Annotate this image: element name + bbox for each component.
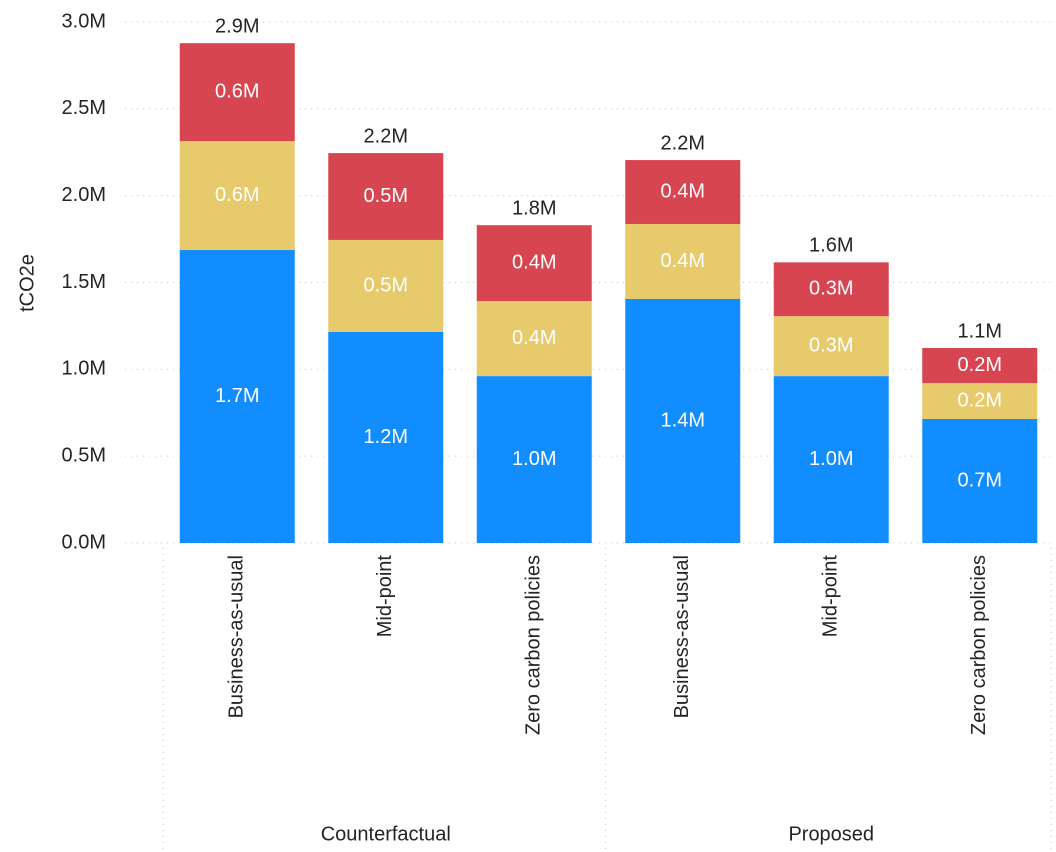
value-label: 0.6M	[215, 184, 259, 206]
value-label: 1.0M	[809, 448, 853, 470]
x-tick-label: Business-as-usual	[671, 555, 693, 718]
value-label: 0.4M	[512, 251, 556, 273]
y-tick-label: 0.0M	[62, 531, 106, 553]
bar-segment	[922, 347, 1038, 384]
bar-segment	[922, 419, 1038, 543]
y-tick-label: 1.5M	[62, 271, 106, 293]
x-tick-label: Business-as-usual	[226, 555, 248, 718]
y-axis-label: tCO2e	[16, 254, 38, 312]
x-tick-label: Zero carbon policies	[523, 555, 545, 735]
bar-segment	[773, 316, 889, 377]
y-tick-label: 1.0M	[62, 358, 106, 380]
value-label: 0.3M	[809, 334, 853, 356]
y-tick-label: 2.0M	[62, 184, 106, 206]
value-label: 1.7M	[215, 385, 259, 407]
value-label: 0.5M	[364, 274, 408, 296]
total-label: 1.1M	[958, 320, 1002, 342]
group-label: Proposed	[788, 823, 874, 845]
y-tick-label: 2.5M	[62, 97, 106, 119]
x-tick-label: Mid-point	[820, 555, 842, 638]
bar-segment	[625, 223, 741, 299]
value-label: 1.4M	[661, 409, 705, 431]
value-label: 1.2M	[364, 426, 408, 448]
bar-segment	[328, 239, 444, 332]
x-tick-label: Mid-point	[374, 555, 396, 638]
bar-segment	[476, 301, 592, 377]
bar-segment	[625, 160, 741, 224]
bar-segment	[476, 376, 592, 543]
value-label: 0.2M	[958, 354, 1002, 376]
value-label: 0.6M	[215, 80, 259, 102]
value-label: 1.0M	[512, 448, 556, 470]
bar-segment	[179, 43, 295, 142]
bar-segment	[773, 262, 889, 317]
value-label: 0.5M	[364, 185, 408, 207]
value-label: 0.4M	[512, 327, 556, 349]
bar-segment	[328, 331, 444, 543]
value-label: 0.4M	[661, 180, 705, 202]
bar-segment	[476, 225, 592, 302]
total-label: 2.2M	[364, 125, 408, 147]
value-label: 0.4M	[661, 250, 705, 272]
bar-segment	[625, 298, 741, 543]
x-tick-label: Zero carbon policies	[968, 555, 990, 735]
value-label: 0.3M	[809, 278, 853, 300]
total-label: 1.8M	[512, 197, 556, 219]
bar-segment	[773, 376, 889, 543]
bar-segment	[179, 141, 295, 251]
total-label: 1.6M	[809, 235, 853, 257]
y-tick-label: 3.0M	[62, 10, 106, 32]
bar-segment	[179, 250, 295, 543]
bar-segment	[922, 383, 1038, 420]
total-label: 2.2M	[661, 132, 705, 154]
value-label: 0.2M	[958, 389, 1002, 411]
group-label: Counterfactual	[321, 823, 451, 845]
total-label: 2.9M	[215, 15, 259, 37]
bar-segment	[328, 153, 444, 240]
value-label: 0.7M	[958, 469, 1002, 491]
y-tick-label: 0.5M	[62, 444, 106, 466]
